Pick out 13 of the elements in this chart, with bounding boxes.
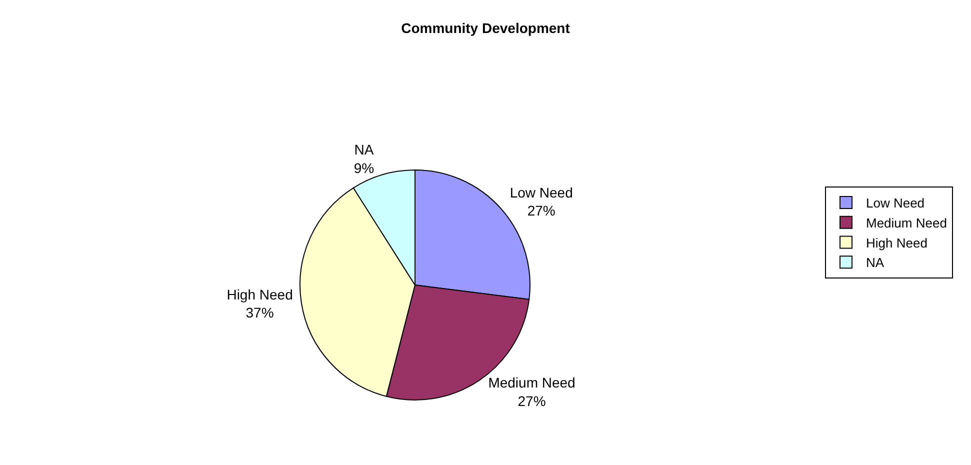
chart-title: Community Development <box>401 20 570 36</box>
legend-label: High Need <box>866 235 928 250</box>
data-label: 37% <box>246 304 274 321</box>
legend-label: NA <box>866 255 884 270</box>
data-label: 27% <box>518 392 546 409</box>
legend-label: Low Need <box>866 196 925 211</box>
slice-label: High Need <box>226 286 293 302</box>
data-label: 27% <box>527 202 556 219</box>
slice-label: Medium Need <box>488 374 576 391</box>
data-label: 9% <box>354 160 374 176</box>
slice-label: Low Need <box>510 184 573 200</box>
legend-label: Medium Need <box>866 215 947 230</box>
slice-label: NA <box>354 142 374 158</box>
